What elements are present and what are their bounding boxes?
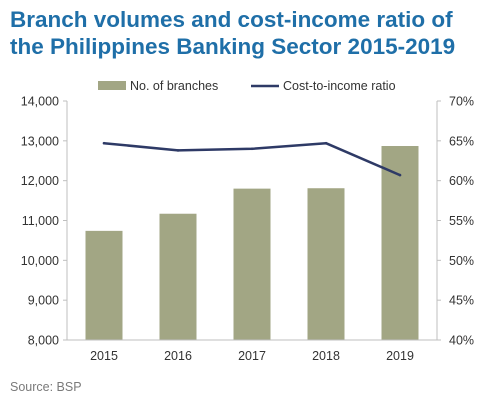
left-tick-label: 13,000	[21, 134, 59, 148]
bar-2016	[159, 213, 197, 340]
legend-swatch-branches	[98, 81, 126, 90]
right-tick-label: 55%	[449, 214, 474, 228]
ratio-point-2017	[250, 147, 254, 151]
ratio-point-2016	[176, 149, 180, 152]
x-tick-label: 2015	[90, 349, 118, 363]
legend: No. of branches Cost-to-income ratio	[98, 79, 396, 93]
chart-plot: No. of branches Cost-to-income ratio 8,0…	[21, 79, 474, 363]
ratio-points	[102, 141, 402, 177]
left-tick-label: 11,000	[22, 214, 59, 228]
right-axis: 40% 45% 50% 55% 60% 65% 70%	[437, 95, 474, 348]
legend-label-branches: No. of branches	[130, 79, 218, 93]
left-axis: 8,000 9,000 10,000 11,000 12,000 13,000 14,000	[21, 95, 67, 348]
left-tick-label: 12,000	[21, 174, 59, 188]
ratio-point-2015	[102, 141, 106, 145]
right-tick-label: 45%	[449, 294, 474, 308]
chart-title: Branch volumes and cost-income ratio of …	[10, 6, 495, 60]
bar-2018	[307, 188, 345, 340]
bar-2017	[233, 188, 271, 340]
chart-title-line-2: the Philippines Banking Sector 2015-2019	[10, 34, 456, 59]
chart-title-line-1: Branch volumes and cost-income ratio of	[10, 7, 453, 32]
right-tick-label: 60%	[449, 174, 474, 188]
source-note: Source: BSP	[10, 380, 82, 394]
ratio-point-2018	[324, 141, 328, 145]
right-tick-label: 65%	[449, 134, 474, 148]
branch-bars	[85, 146, 419, 340]
x-tick-label: 2017	[238, 349, 266, 363]
legend-label-ratio: Cost-to-income ratio	[283, 79, 396, 93]
x-axis-labels: 2015 2016 2017 2018 2019	[90, 349, 414, 363]
bar-2019	[381, 146, 419, 340]
right-tick-label: 50%	[449, 254, 474, 268]
x-tick-label: 2016	[164, 349, 192, 363]
left-tick-label: 14,000	[21, 95, 59, 109]
left-tick-label: 9,000	[28, 294, 59, 308]
bar-2015	[85, 230, 123, 340]
ratio-point-2019	[398, 173, 402, 177]
right-tick-label: 40%	[449, 334, 474, 348]
x-tick-label: 2018	[312, 349, 340, 363]
x-tick-label: 2019	[386, 349, 414, 363]
right-tick-label: 70%	[449, 95, 474, 109]
left-tick-label: 10,000	[21, 254, 59, 268]
left-tick-label: 8,000	[28, 334, 59, 348]
